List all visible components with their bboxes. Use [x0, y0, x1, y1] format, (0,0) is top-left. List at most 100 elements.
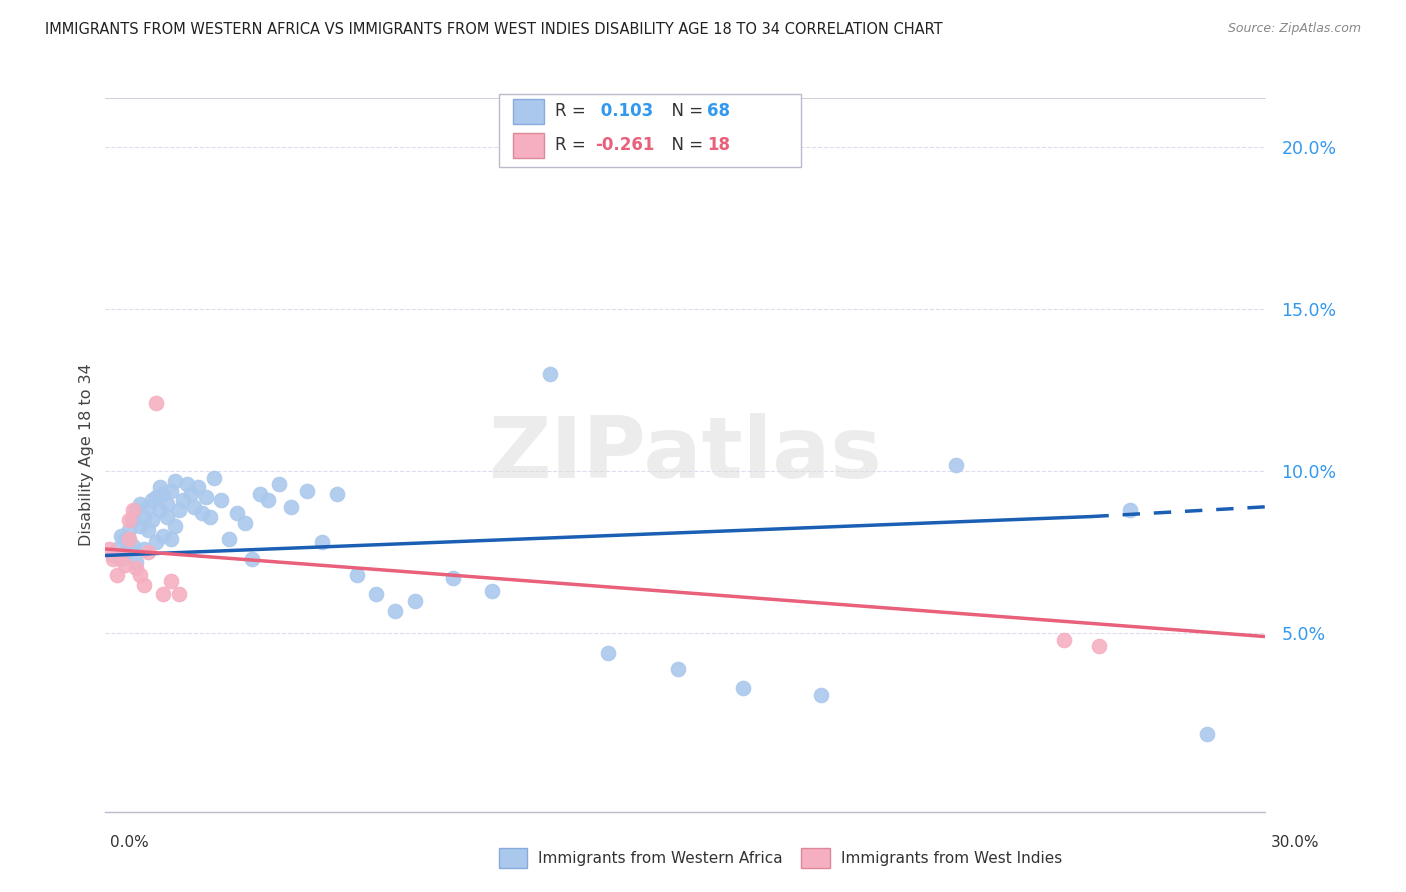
Point: [103, 551, 124, 566]
Point: [1119, 503, 1142, 517]
Point: [105, 541, 128, 556]
Point: [110, 551, 132, 566]
Text: 0.0%: 0.0%: [110, 836, 149, 850]
Text: Immigrants from West Indies: Immigrants from West Indies: [841, 851, 1062, 865]
Point: [269, 477, 291, 491]
Point: [160, 533, 183, 547]
Text: R =: R =: [555, 136, 592, 154]
Point: [481, 584, 503, 599]
Point: [129, 568, 152, 582]
Point: [183, 500, 205, 514]
Point: [160, 574, 183, 589]
Point: [167, 503, 190, 517]
Point: [125, 555, 148, 569]
Text: 30.0%: 30.0%: [1271, 836, 1319, 850]
Point: [98, 541, 121, 556]
Point: [132, 577, 156, 591]
Point: [441, 571, 464, 585]
Point: [666, 662, 689, 676]
Text: R =: R =: [555, 103, 592, 120]
Point: [326, 487, 349, 501]
Point: [202, 470, 225, 484]
Point: [225, 506, 249, 520]
Point: [125, 503, 148, 517]
Point: [1088, 640, 1111, 654]
Text: 0.103: 0.103: [595, 103, 652, 120]
Point: [167, 587, 190, 601]
Y-axis label: Disability Age 18 to 34: Disability Age 18 to 34: [79, 364, 94, 546]
Point: [105, 568, 128, 582]
Point: [121, 513, 143, 527]
Point: [172, 493, 194, 508]
Point: [538, 367, 561, 381]
Point: [160, 483, 183, 498]
Text: Source: ZipAtlas.com: Source: ZipAtlas.com: [1227, 22, 1361, 36]
Point: [141, 513, 163, 527]
Point: [187, 480, 209, 494]
Point: [136, 500, 159, 514]
Point: [1053, 632, 1076, 647]
Point: [114, 533, 136, 547]
Point: [110, 529, 132, 543]
Text: -0.261: -0.261: [595, 136, 654, 154]
Point: [346, 568, 368, 582]
Text: N =: N =: [661, 103, 709, 120]
Point: [404, 594, 426, 608]
Point: [129, 519, 152, 533]
Point: [311, 535, 333, 549]
Point: [194, 490, 218, 504]
Point: [132, 541, 156, 556]
Point: [149, 480, 172, 494]
Point: [141, 493, 163, 508]
Point: [121, 503, 143, 517]
Point: [114, 545, 136, 559]
Point: [191, 506, 214, 520]
Point: [249, 487, 271, 501]
Point: [145, 396, 167, 410]
Point: [198, 509, 221, 524]
Point: [165, 519, 187, 533]
Text: 18: 18: [707, 136, 730, 154]
Point: [145, 490, 167, 504]
Point: [233, 516, 256, 530]
Text: N =: N =: [661, 136, 709, 154]
Point: [384, 604, 406, 618]
Point: [242, 551, 264, 566]
Point: [149, 503, 172, 517]
Point: [118, 513, 141, 527]
Point: [598, 646, 620, 660]
Point: [118, 535, 141, 549]
Point: [136, 545, 159, 559]
Point: [156, 509, 179, 524]
Point: [218, 533, 240, 547]
Point: [295, 483, 318, 498]
Point: [129, 497, 152, 511]
Text: Immigrants from Western Africa: Immigrants from Western Africa: [538, 851, 783, 865]
Text: IMMIGRANTS FROM WESTERN AFRICA VS IMMIGRANTS FROM WEST INDIES DISABILITY AGE 18 : IMMIGRANTS FROM WESTERN AFRICA VS IMMIGR…: [45, 22, 942, 37]
Point: [103, 549, 124, 563]
Point: [118, 523, 141, 537]
Text: ZIPatlas: ZIPatlas: [488, 413, 883, 497]
Point: [280, 500, 302, 514]
Point: [152, 529, 174, 543]
Point: [145, 535, 167, 549]
Text: 68: 68: [707, 103, 730, 120]
Point: [114, 558, 136, 573]
Point: [366, 587, 388, 601]
Point: [110, 549, 132, 563]
Point: [1197, 727, 1219, 741]
Point: [152, 487, 174, 501]
Point: [180, 487, 202, 501]
Point: [132, 509, 156, 524]
Point: [176, 477, 198, 491]
Point: [121, 539, 143, 553]
Point: [810, 688, 832, 702]
Point: [211, 493, 233, 508]
Point: [945, 458, 967, 472]
Point: [118, 533, 141, 547]
Point: [733, 681, 755, 696]
Point: [165, 474, 187, 488]
Point: [136, 523, 159, 537]
Point: [152, 587, 174, 601]
Point: [156, 497, 179, 511]
